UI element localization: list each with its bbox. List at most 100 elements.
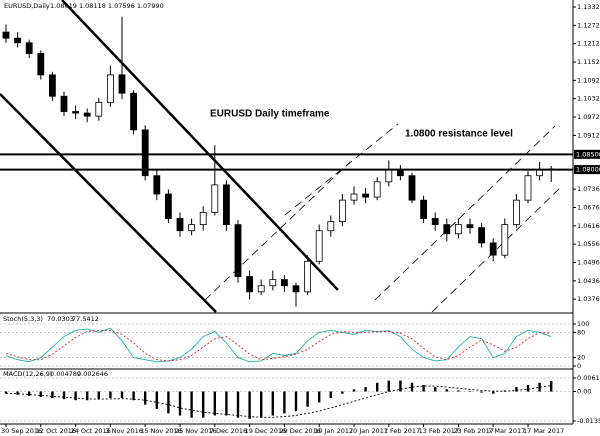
macd-bar [225,391,228,416]
candle-body [118,74,126,94]
candle-body [130,92,138,131]
y-tick-label: -0.013511 [577,417,600,425]
candle-body [269,279,277,287]
macd-bar [190,391,193,418]
candle-body [188,224,196,232]
x-tick-label: 23 Feb 2017 [453,427,493,435]
x-tick-label: 17 Mar 2017 [523,427,564,435]
macd-bar [4,391,8,394]
macd-bar [132,391,135,401]
macd-bar [550,381,553,392]
candle-body [60,95,68,112]
x-tick-label: 25 Nov 2016 [175,427,217,435]
macd-bar [213,391,216,416]
macd-bar [28,391,31,396]
panel-value: 0.004789 [50,370,81,378]
macd-bar [364,387,367,392]
candle-body [420,199,428,219]
candle-body [304,260,312,293]
candle-body [524,175,532,201]
macd-bar [341,391,344,394]
y-tick-label: 1.13320 [577,3,600,11]
macd-bar [16,391,19,395]
macd-bar [120,391,124,399]
candle-body [385,169,393,183]
macd-bar [167,391,170,414]
macd-bar [236,391,240,418]
candle-body [443,224,451,235]
indicator-line [5,327,552,363]
macd-bar [492,391,495,394]
level-label-box [574,149,600,159]
candle-body [246,276,254,293]
macd-bar [155,391,158,409]
macd-bar [109,391,112,399]
panel-value: 0.002646 [77,370,108,378]
macd-bar [178,391,182,416]
candle-body [315,230,323,262]
macd-bar [515,387,518,392]
y-tick-label: 0.00 [577,387,591,395]
chart-title: EURUSD,Daily [4,2,50,10]
candle-body [211,184,219,213]
candle-body [2,31,10,39]
y-tick-label: 1.05560 [577,240,600,248]
macd-bar [283,391,286,414]
macd-bar [144,391,147,405]
y-tick-label: 1.10320 [577,95,600,103]
candle-body [141,129,149,177]
candle-body [350,193,358,201]
candle-body [257,285,265,293]
x-tick-label: 1 Feb 2017 [384,427,420,435]
macd-bar [86,391,89,401]
macd-bar [294,391,298,412]
candle-body [107,74,114,103]
y-tick-label: 1.12720 [577,21,600,29]
trendline [61,0,339,291]
candle-body [373,181,381,198]
x-tick-label: 7 Dec 2016 [210,427,247,435]
macd-bar [445,389,448,392]
trendline [0,93,217,313]
macd-bar [306,391,309,407]
candle-body [25,42,33,54]
x-tick-label: 3 Nov 2016 [105,427,142,435]
macd-bar [329,391,332,399]
macd-bar [526,384,530,392]
macd-bar [434,387,437,392]
candle-body [222,184,230,226]
candle-body [478,227,486,244]
candle-body [466,224,474,229]
macd-bar [387,380,390,392]
macd-bar [399,380,402,392]
x-tick-label: 24 Oct 2016 [71,427,111,435]
y-tick-label: 1.04960 [577,258,600,266]
macd-bar [97,391,100,400]
channel-line [204,161,351,301]
y-tick-label: 0 [577,362,581,370]
y-tick-label: 1.06160 [577,222,600,230]
candle-body [327,221,335,232]
candle-body [280,279,288,287]
y-tick-label: 1.09120 [577,131,600,139]
candle-body [292,285,300,293]
macd-bar [352,389,356,392]
macd-bar [39,391,42,397]
candle-body [95,101,103,117]
x-tick-label: 7 Mar 2017 [488,427,525,435]
candle-body [431,218,439,226]
candle-body [408,175,416,201]
panel-title: Stoch(5,3,3) [3,315,43,323]
y-tick-label: 1.09720 [577,113,600,121]
y-tick-label: 20 [577,354,585,362]
channel-line [431,185,563,313]
candle-body [14,37,22,44]
candle-body [513,199,520,226]
y-tick-label: 0.006182 [577,374,600,382]
candle-body [234,224,242,277]
candle-body [37,53,45,76]
y-tick-label: 1.10920 [577,76,600,84]
candle-body [489,242,497,256]
